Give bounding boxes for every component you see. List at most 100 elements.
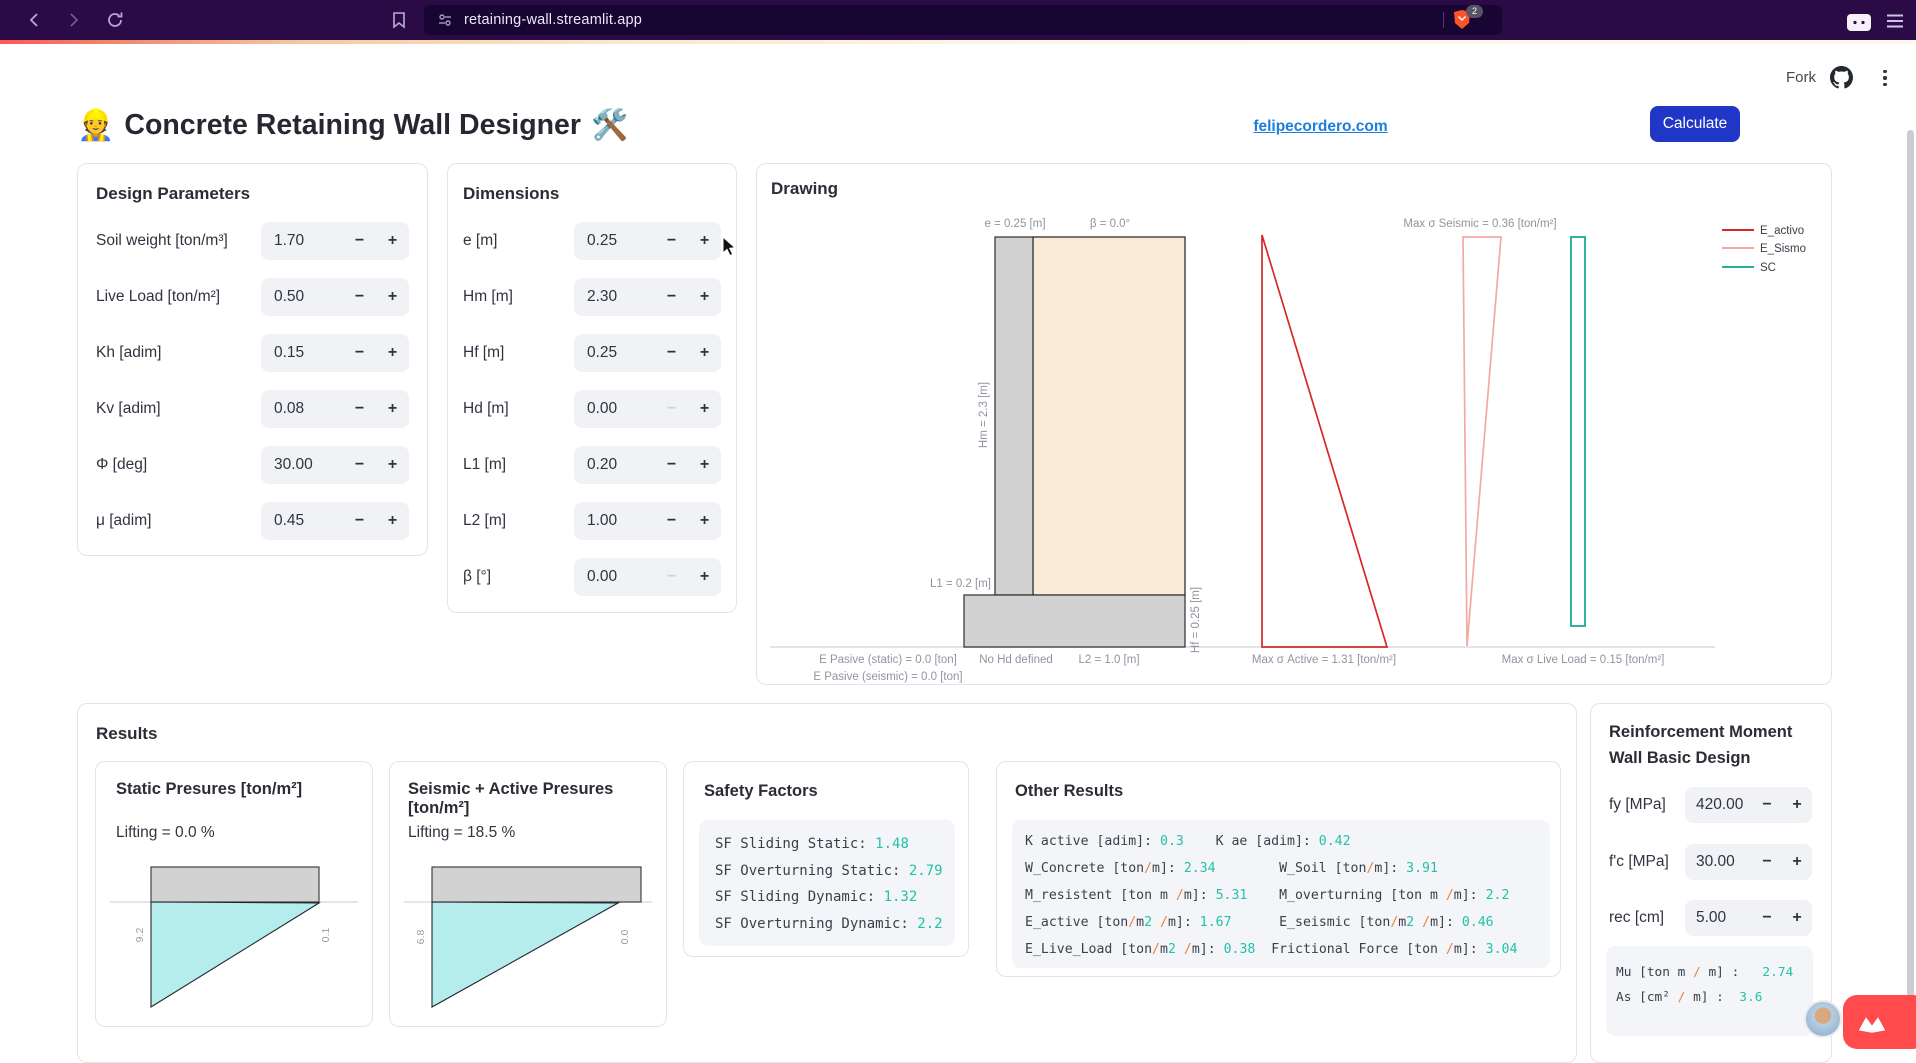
minus-icon[interactable]: −: [666, 512, 677, 529]
minus-icon[interactable]: −: [666, 344, 677, 361]
app-menu-button[interactable]: [1876, 67, 1894, 89]
forward-button[interactable]: [62, 9, 84, 31]
plus-icon[interactable]: +: [1792, 853, 1802, 870]
param-label: Kh [adim]: [96, 344, 162, 361]
number-input-value[interactable]: 0.00: [587, 568, 618, 585]
fork-button[interactable]: Fork: [1786, 69, 1816, 86]
plus-icon[interactable]: +: [699, 288, 710, 305]
footing-rect: [150, 866, 320, 903]
static-pressure-chart: 9.2 0.1: [110, 866, 358, 1008]
number-input: 1.70 − +: [261, 222, 409, 260]
number-input-value[interactable]: 2.30: [587, 288, 618, 305]
plus-icon[interactable]: +: [387, 232, 398, 249]
number-input-value[interactable]: 30.00: [274, 456, 313, 473]
number-input: 0.00 − +: [574, 558, 721, 596]
github-button[interactable]: [1830, 66, 1853, 94]
number-input: 0.20 − +: [574, 446, 721, 484]
minus-icon[interactable]: −: [354, 512, 365, 529]
safety-factors-code: SF Sliding Static: 1.48 SF Overturning St…: [699, 820, 955, 946]
dim-row-hm: Hm [m] 2.30 − +: [463, 278, 721, 316]
minus-icon[interactable]: −: [354, 232, 365, 249]
minus-icon[interactable]: −: [1762, 853, 1772, 870]
minus-icon[interactable]: −: [354, 400, 365, 417]
plus-icon[interactable]: +: [1792, 796, 1802, 813]
max-active-label: Max σ Active = 1.31 [ton/m²]: [1252, 654, 1396, 666]
avatar[interactable]: [1804, 1000, 1842, 1038]
minus-icon[interactable]: −: [354, 344, 365, 361]
param-label: Kv [adim]: [96, 400, 161, 417]
calculate-button[interactable]: Calculate: [1650, 106, 1740, 142]
number-input-value[interactable]: 1.70: [274, 232, 305, 249]
number-input: 420.00 − +: [1685, 787, 1812, 823]
plus-icon[interactable]: +: [699, 344, 710, 361]
brave-shield-button[interactable]: 2: [1452, 5, 1483, 33]
pressure-triangle: [150, 901, 321, 1008]
back-button[interactable]: [24, 9, 46, 31]
param-row-phi: Φ [deg] 30.00 − +: [96, 446, 409, 484]
right-pressure-value: 0.0: [619, 930, 631, 945]
number-input-value[interactable]: 420.00: [1696, 796, 1744, 813]
number-input-value[interactable]: 1.00: [587, 512, 618, 529]
number-input: 1.00 − +: [574, 502, 721, 540]
site-settings-icon[interactable]: [436, 11, 454, 29]
plus-icon[interactable]: +: [699, 456, 710, 473]
max-seismic-label: Max σ Seismic = 0.36 [ton/m²]: [1403, 218, 1556, 230]
number-input-value[interactable]: 0.25: [587, 344, 618, 361]
live-load-shape: [1570, 236, 1586, 627]
active-pressure-shape: [1261, 234, 1389, 648]
dim-row-beta: β [°] 0.00 − +: [463, 558, 721, 596]
reinf-label: rec [cm]: [1609, 909, 1665, 926]
minus-icon[interactable]: −: [666, 288, 677, 305]
seismic-card-title: Seismic + Active Presures [ton/m²]: [408, 780, 614, 817]
other-results-title: Other Results: [1015, 782, 1124, 800]
number-input: 5.00 − +: [1685, 900, 1812, 936]
retaining-wall-figure: e = 0.25 [m] β = 0.0° Max σ Seismic = 0.…: [770, 218, 1806, 683]
number-input-value[interactable]: 0.15: [274, 344, 305, 361]
number-input-value[interactable]: 0.20: [587, 456, 618, 473]
minus-icon[interactable]: −: [1762, 796, 1772, 813]
number-input-value[interactable]: 0.25: [587, 232, 618, 249]
streamlit-badge[interactable]: [1843, 995, 1916, 1049]
reload-button[interactable]: [104, 9, 126, 31]
plus-icon[interactable]: +: [387, 400, 398, 417]
reload-icon: [108, 12, 123, 27]
dim-label: L1 [m]: [463, 456, 507, 473]
drawing-panel: Drawing e = 0.25 [m] β = 0.0° Max σ Seis…: [756, 163, 1832, 685]
minus-icon-disabled: −: [666, 400, 677, 417]
param-row-kh: Kh [adim] 0.15 − +: [96, 334, 409, 372]
plus-icon[interactable]: +: [699, 232, 710, 249]
minus-icon[interactable]: −: [354, 456, 365, 473]
number-input-value[interactable]: 30.00: [1696, 853, 1735, 870]
number-input-value[interactable]: 5.00: [1696, 909, 1727, 926]
l2-label: L2 = 1.0 [m]: [1078, 654, 1139, 666]
plus-icon[interactable]: +: [387, 344, 398, 361]
number-input-value[interactable]: 0.00: [587, 400, 618, 417]
results-panel: Results Static Presures [ton/m²] Lifting…: [77, 703, 1577, 1063]
author-link[interactable]: felipecordero.com: [1253, 118, 1388, 135]
plus-icon[interactable]: +: [699, 512, 710, 529]
e-label: e = 0.25 [m]: [984, 218, 1045, 230]
number-input-value[interactable]: 0.45: [274, 512, 305, 529]
plus-icon[interactable]: +: [699, 400, 710, 417]
seismic-pressure-shape: [1462, 236, 1502, 647]
minus-icon[interactable]: −: [354, 288, 365, 305]
url-bar[interactable]: retaining-wall.streamlit.app 2: [424, 5, 1502, 35]
wallet-button[interactable]: [1845, 11, 1873, 33]
plus-icon[interactable]: +: [387, 456, 398, 473]
url-text: retaining-wall.streamlit.app: [464, 12, 643, 28]
browser-menu-button[interactable]: [1884, 10, 1906, 32]
dot: [1883, 69, 1887, 74]
number-input-value[interactable]: 0.08: [274, 400, 305, 417]
dim-row-hf: Hf [m] 0.25 − +: [463, 334, 721, 372]
bookmark-button[interactable]: [388, 9, 410, 31]
scrollbar-thumb[interactable]: [1907, 130, 1914, 1030]
plus-icon[interactable]: +: [387, 512, 398, 529]
plus-icon[interactable]: +: [699, 568, 710, 585]
number-input-value[interactable]: 0.50: [274, 288, 305, 305]
minus-icon[interactable]: −: [666, 456, 677, 473]
minus-icon[interactable]: −: [1762, 909, 1772, 926]
plus-icon[interactable]: +: [1792, 909, 1802, 926]
dimensions-panel: Dimensions e [m] 0.25 − + Hm [m] 2.30 − …: [447, 163, 737, 613]
minus-icon[interactable]: −: [666, 232, 677, 249]
plus-icon[interactable]: +: [387, 288, 398, 305]
